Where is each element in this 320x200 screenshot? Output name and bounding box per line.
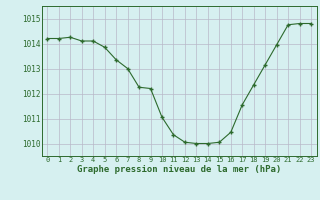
X-axis label: Graphe pression niveau de la mer (hPa): Graphe pression niveau de la mer (hPa)	[77, 165, 281, 174]
